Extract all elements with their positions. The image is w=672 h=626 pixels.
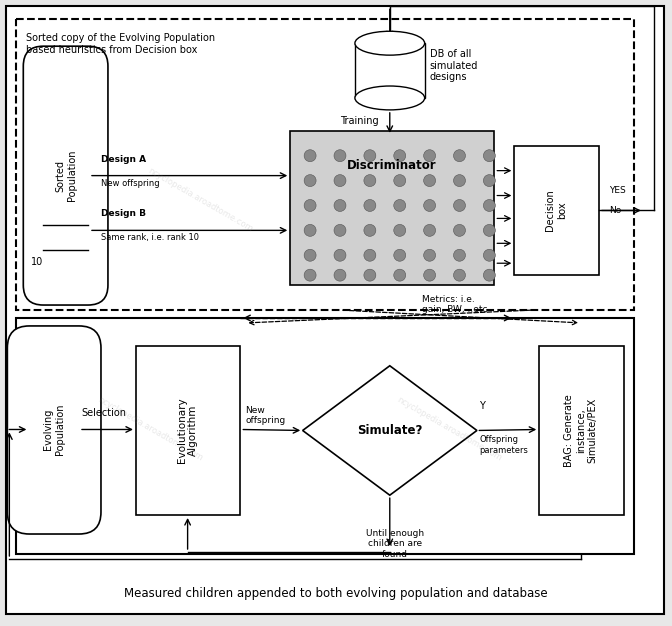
Circle shape [304,150,316,162]
Text: DB of all
simulated
designs: DB of all simulated designs [429,49,478,83]
Circle shape [483,200,495,212]
Circle shape [483,249,495,261]
Text: Discriminator: Discriminator [347,159,437,172]
Circle shape [334,175,346,187]
Circle shape [304,224,316,237]
Bar [16,318,634,554]
Text: YES: YES [609,186,626,195]
Circle shape [423,249,435,261]
Text: Decision
box: Decision box [545,190,567,232]
Text: Offspring
parameters: Offspring parameters [479,436,528,455]
Bar [16,19,634,310]
Bar [290,131,495,285]
Text: Y: Y [479,401,485,411]
Text: New
offspring: New offspring [245,406,286,425]
Circle shape [304,200,316,212]
Circle shape [394,249,406,261]
Circle shape [454,224,466,237]
Text: ncyclopedia.aroadtome.com: ncyclopedia.aroadtome.com [97,396,205,463]
Circle shape [364,150,376,162]
Bar [355,43,425,98]
Bar [136,346,241,515]
Circle shape [364,224,376,237]
Circle shape [334,269,346,281]
Circle shape [454,175,466,187]
Bar [514,146,599,275]
Bar [539,346,624,515]
Text: Metrics: i.e.
gain, BW, ..etc: Metrics: i.e. gain, BW, ..etc [421,295,487,314]
Circle shape [454,200,466,212]
Circle shape [483,224,495,237]
Text: Same rank, i.e. rank 10: Same rank, i.e. rank 10 [101,233,199,242]
Circle shape [454,269,466,281]
Circle shape [304,175,316,187]
Text: New offspring: New offspring [101,178,160,188]
Circle shape [483,175,495,187]
Text: 10: 10 [32,257,44,267]
Text: ncyclopedia.aroadtome.com: ncyclopedia.aroadtome.com [396,396,503,463]
Circle shape [423,150,435,162]
Circle shape [394,200,406,212]
Circle shape [454,249,466,261]
Circle shape [334,150,346,162]
Circle shape [394,150,406,162]
Circle shape [364,249,376,261]
FancyBboxPatch shape [24,46,108,305]
Text: Sorted
Population: Sorted Population [55,150,77,202]
Polygon shape [302,366,477,495]
Text: Measured children appended to both evolving population and database: Measured children appended to both evolv… [124,587,548,600]
FancyBboxPatch shape [7,326,101,534]
Circle shape [304,269,316,281]
Circle shape [423,269,435,281]
Text: Sorted copy of the Evolving Population
based heuristics from Decision box: Sorted copy of the Evolving Population b… [26,33,216,55]
Circle shape [334,224,346,237]
Text: BAG: Generate
instance,
Simulate/PEX: BAG: Generate instance, Simulate/PEX [564,394,597,467]
Circle shape [423,200,435,212]
Circle shape [334,200,346,212]
Text: Evolutionary
Algorithm: Evolutionary Algorithm [177,398,198,463]
Circle shape [454,150,466,162]
Text: Design A: Design A [101,155,146,163]
Circle shape [394,175,406,187]
Circle shape [394,224,406,237]
Circle shape [334,249,346,261]
Circle shape [364,200,376,212]
Circle shape [364,175,376,187]
Circle shape [423,224,435,237]
Text: Evolving
Population: Evolving Population [44,404,65,455]
Ellipse shape [355,86,425,110]
Text: Until enough
children are
found: Until enough children are found [366,529,424,559]
Text: No: No [609,206,621,215]
Text: Training: Training [340,116,378,126]
Text: Design B: Design B [101,210,146,218]
Ellipse shape [355,31,425,55]
Circle shape [364,269,376,281]
Circle shape [483,150,495,162]
Text: Simulate?: Simulate? [357,424,423,437]
Text: Selection: Selection [81,408,126,418]
Circle shape [304,249,316,261]
Text: ncyclopedia.aroadtome.com: ncyclopedia.aroadtome.com [146,167,255,234]
Circle shape [483,269,495,281]
Circle shape [423,175,435,187]
Circle shape [394,269,406,281]
